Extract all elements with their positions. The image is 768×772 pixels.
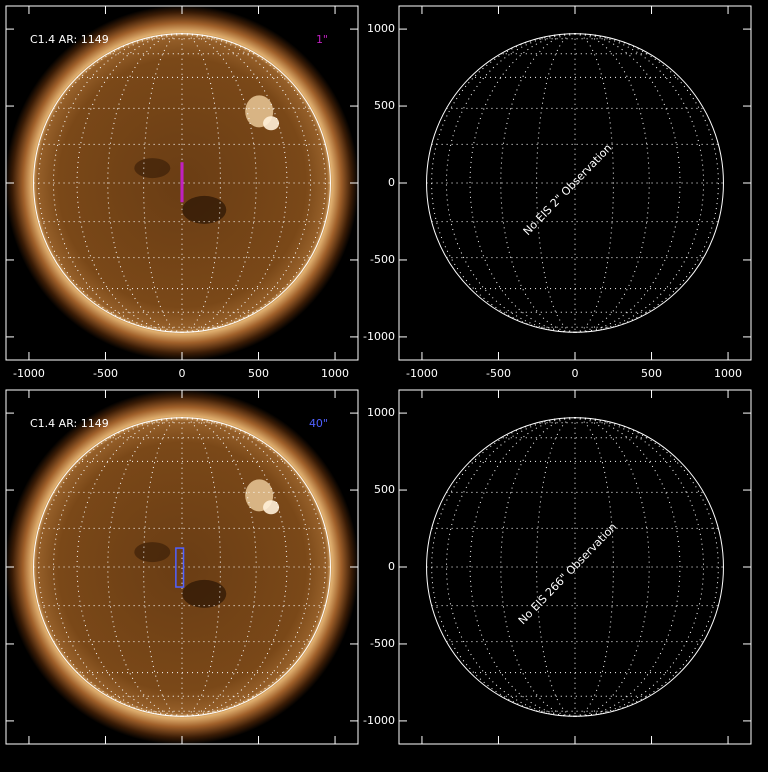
- panel-content: [6, 390, 358, 744]
- slit-label: 40": [309, 417, 328, 430]
- active-region: [263, 116, 280, 131]
- meridian: [574, 33, 650, 333]
- panel-label: C1.4 AR: 1149: [30, 33, 109, 46]
- slit-label: 1": [316, 33, 328, 46]
- panel-content: [6, 6, 358, 360]
- y-tick-label: 500: [374, 99, 395, 112]
- x-tick-label: 1000: [321, 367, 349, 380]
- meridian: [500, 417, 576, 717]
- meridian: [469, 33, 576, 333]
- sun-image: [6, 390, 358, 744]
- meridian: [181, 417, 257, 717]
- y-tick-label: -500: [370, 637, 395, 650]
- meridian: [38, 33, 183, 333]
- meridian: [107, 33, 183, 333]
- meridian: [574, 417, 719, 717]
- panel-label: C1.4 AR: 1149: [30, 417, 109, 430]
- y-tick-label: 1000: [367, 22, 395, 35]
- meridian: [181, 417, 288, 717]
- dark-region: [182, 579, 227, 608]
- y-tick-label: 0: [388, 176, 395, 189]
- meridian: [38, 417, 183, 717]
- meridian: [469, 417, 576, 717]
- meridian: [181, 417, 326, 717]
- y-tick-label: -1000: [363, 714, 395, 727]
- meridian: [431, 33, 576, 333]
- x-tick-label: 1000: [714, 367, 742, 380]
- eis-slit: [180, 162, 184, 203]
- meridian: [181, 33, 288, 333]
- x-tick-label: -1000: [406, 367, 438, 380]
- meridian: [181, 33, 221, 333]
- meridian: [431, 417, 576, 717]
- y-tick-label: -500: [370, 253, 395, 266]
- y-tick-label: 1000: [367, 406, 395, 419]
- eis-slit: [175, 547, 185, 588]
- panel: C1.4 AR: 1149 1" -1000 -500 0 500 1000: [5, 5, 359, 380]
- meridian: [76, 33, 183, 333]
- meridian: [574, 33, 614, 333]
- dark-region: [182, 195, 227, 224]
- meridian: [181, 417, 221, 717]
- meridian: [574, 417, 614, 717]
- x-tick-label: -500: [486, 367, 511, 380]
- x-tick-label: -1000: [13, 367, 45, 380]
- panel-content: [426, 33, 724, 333]
- y-tick-label: -1000: [363, 330, 395, 343]
- x-tick-label: 500: [641, 367, 662, 380]
- x-tick-label: -500: [93, 367, 118, 380]
- x-tick-label: 0: [179, 367, 186, 380]
- panel: C1.4 AR: 1149 40": [5, 389, 359, 745]
- x-tick-label: 0: [572, 367, 579, 380]
- active-region: [263, 500, 280, 515]
- meridian: [107, 417, 183, 717]
- meridian: [574, 417, 650, 717]
- y-tick-label: 500: [374, 483, 395, 496]
- dark-region: [134, 542, 171, 563]
- meridian: [500, 33, 576, 333]
- meridian: [574, 417, 681, 717]
- meridian: [574, 33, 681, 333]
- panel-content: [426, 417, 724, 717]
- dark-region: [134, 158, 171, 179]
- x-tick-label: 500: [248, 367, 269, 380]
- meridian: [76, 417, 183, 717]
- meridian: [181, 33, 257, 333]
- meridian: [181, 33, 326, 333]
- y-tick-label: 0: [388, 560, 395, 573]
- meridian: [574, 33, 719, 333]
